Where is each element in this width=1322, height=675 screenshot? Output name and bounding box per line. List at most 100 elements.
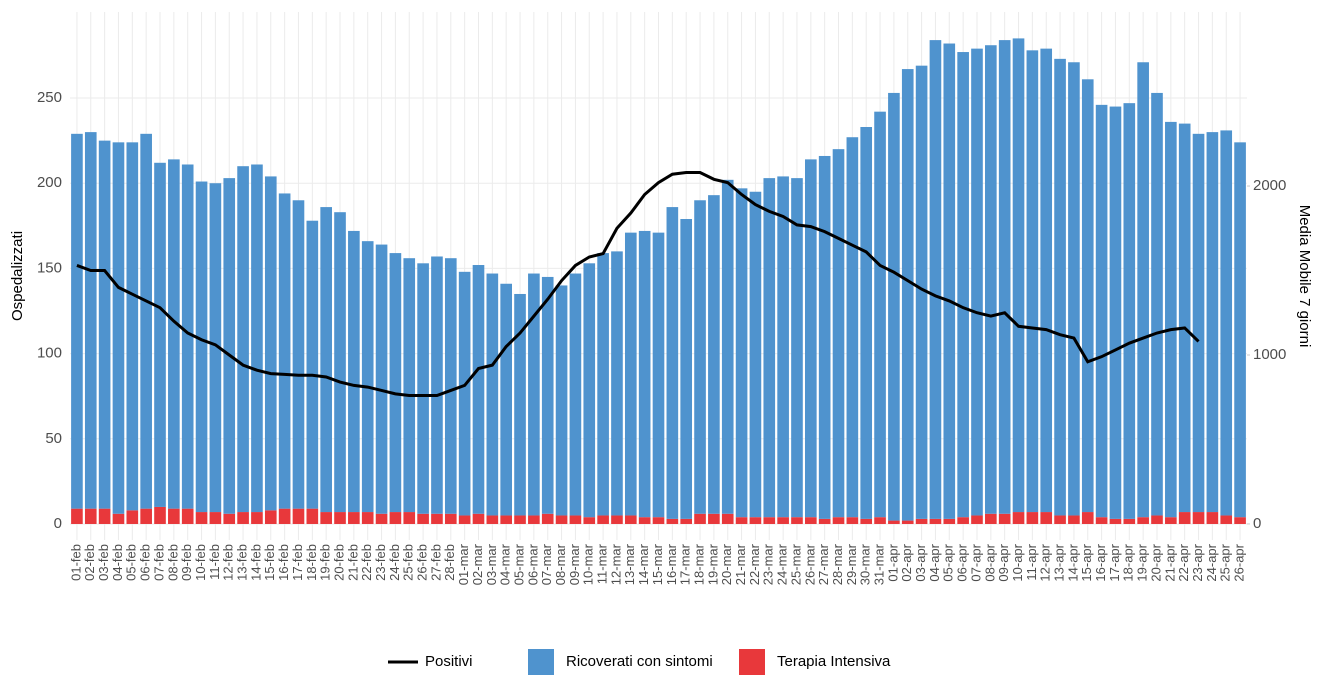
bar (638, 230, 651, 518)
bar (403, 258, 416, 513)
x-tick-label: 26-feb (415, 544, 430, 581)
bar (126, 510, 139, 524)
bar (361, 241, 374, 513)
bar (375, 513, 388, 524)
bar (251, 164, 263, 513)
bar (1081, 512, 1094, 524)
x-tick-label: 09-apr (996, 543, 1011, 581)
bar (98, 140, 111, 509)
bar (348, 512, 360, 524)
bar (126, 142, 139, 511)
bar (1123, 103, 1136, 519)
x-tick-label: 08-mar (553, 543, 568, 585)
bar (735, 517, 748, 524)
y2-tick-label: 0 (1253, 515, 1261, 532)
bar (791, 517, 803, 524)
x-tick-label: 23-mar (761, 543, 776, 585)
bar (1137, 62, 1149, 518)
bar (417, 263, 429, 514)
bar (874, 111, 886, 518)
bar (237, 512, 249, 524)
bar (832, 517, 845, 524)
bar (195, 181, 208, 513)
x-tick-label: 04-apr (927, 543, 942, 581)
bar (624, 515, 637, 524)
bar (431, 513, 443, 524)
x-tick-label: 07-mar (539, 543, 554, 585)
bar (1109, 106, 1122, 519)
bar (597, 253, 609, 516)
bar (624, 232, 637, 516)
bar (1151, 515, 1163, 524)
y-tick-label: 250 (37, 89, 62, 106)
x-tick-label: 11-apr (1024, 543, 1039, 580)
x-tick-label: 27-feb (428, 544, 443, 581)
bar (957, 517, 969, 524)
bar (1137, 517, 1149, 524)
bar (278, 508, 291, 524)
bar (985, 513, 997, 524)
bar (846, 137, 859, 518)
x-tick-label: 13-feb (235, 544, 250, 581)
bar (708, 513, 720, 524)
x-tick-label: 21-apr (1162, 543, 1177, 581)
bar (500, 515, 512, 524)
x-tick-label: 25-apr (1218, 543, 1233, 581)
legend-label: Positivi (425, 653, 473, 670)
bar (1081, 79, 1094, 513)
x-tick-label: 20-apr (1148, 543, 1163, 581)
x-tick-label: 02-apr (899, 543, 914, 581)
bar (1054, 58, 1066, 516)
x-tick-label: 21-feb (345, 544, 360, 581)
bar (292, 200, 305, 509)
bar (721, 513, 734, 524)
bar (140, 133, 152, 509)
bar (528, 273, 540, 516)
bar (569, 273, 582, 516)
bar (721, 179, 734, 514)
bar (1054, 515, 1066, 524)
x-tick-label: 24-feb (387, 544, 402, 581)
bar (168, 159, 180, 509)
bar (334, 212, 346, 513)
x-tick-label: 04-feb (110, 544, 125, 581)
y-axis-title: Ospedalizzati (9, 231, 26, 321)
bar (1234, 142, 1246, 518)
x-tick-label: 02-feb (82, 544, 97, 581)
x-tick-label: 25-mar (788, 543, 803, 585)
x-tick-label: 01-mar (456, 543, 471, 585)
x-tick-label: 27-mar (816, 543, 831, 585)
x-tick-label: 23-feb (373, 544, 388, 581)
bar (998, 40, 1011, 514)
x-tick-label: 05-mar (511, 543, 526, 585)
y-tick-label: 150 (37, 259, 62, 276)
bar (444, 258, 457, 514)
bar (971, 48, 983, 516)
bar (818, 155, 831, 519)
x-tick-label: 15-mar (650, 543, 665, 585)
x-tick-label: 17-mar (678, 543, 693, 585)
x-tick-label: 01-feb (68, 544, 83, 581)
bar (181, 164, 194, 509)
y2-axis-title: Media Mobile 7 giorni (1296, 205, 1313, 348)
bar (209, 512, 222, 524)
x-tick-label: 22-mar (747, 543, 762, 585)
bar (805, 517, 817, 524)
x-tick-label: 31-mar (871, 543, 886, 585)
x-tick-label: 29-mar (844, 543, 859, 585)
bar (735, 188, 748, 518)
bar (112, 142, 125, 514)
x-tick-label: 03-apr (913, 543, 928, 581)
y-tick-label: 50 (45, 430, 62, 447)
legend-swatch (739, 649, 765, 675)
bar (209, 183, 222, 513)
bar (1206, 512, 1219, 524)
x-tick-label: 22-apr (1176, 543, 1191, 581)
bar (943, 518, 956, 524)
legend-label: Terapia Intensiva (777, 653, 891, 670)
x-tick-label: 23-apr (1190, 543, 1205, 581)
bar (957, 52, 969, 518)
bar (915, 65, 928, 519)
bar (555, 515, 568, 524)
bar (195, 512, 208, 524)
